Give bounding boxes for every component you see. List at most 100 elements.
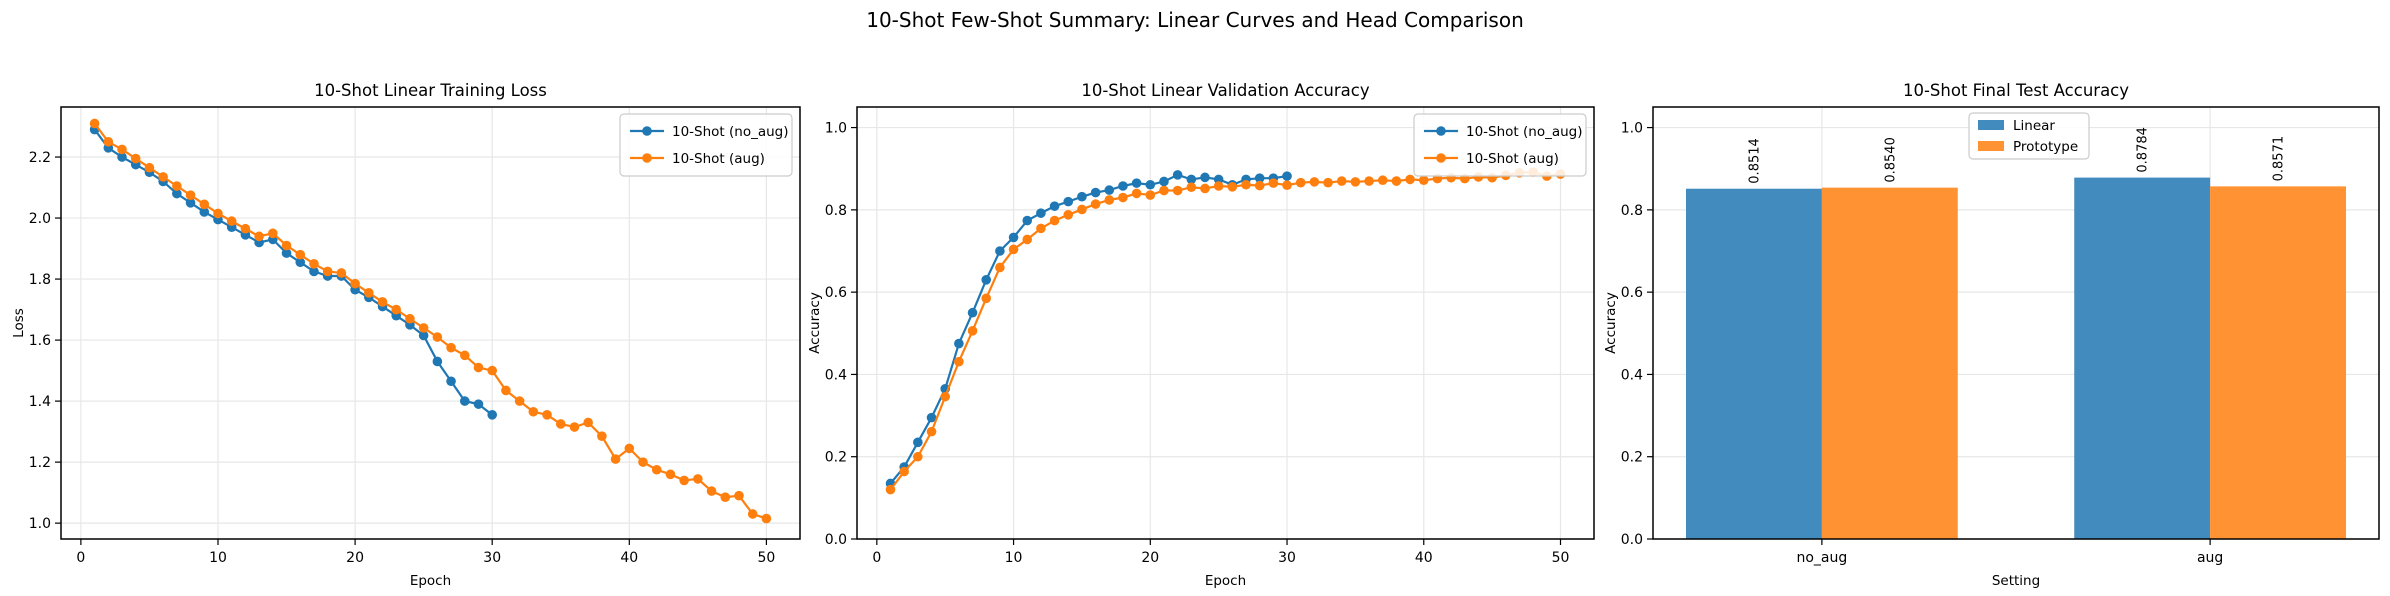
- data-point: [473, 399, 484, 409]
- data-point: [1159, 176, 1169, 187]
- axes-1: 0 10 20 30 40 50 1.0 1.2 1.4 1.6 1.8 2.0 2.2 10-Shot …: [11, 81, 801, 589]
- data-point: [103, 136, 114, 147]
- data-point: [926, 426, 937, 437]
- y-axis-label: Accuracy: [1603, 292, 1619, 354]
- data-point: [309, 259, 319, 269]
- x-tick-label: 50: [1552, 550, 1570, 566]
- y-tick-label: 0.8: [1621, 203, 1643, 219]
- y-tick-label: 1.0: [1621, 121, 1643, 137]
- data-point: [1145, 190, 1156, 200]
- y-tick-label: 0.2: [1621, 450, 1643, 466]
- data-point: [1186, 182, 1197, 193]
- data-point: [487, 365, 497, 376]
- y-tick-label: 1.2: [29, 455, 51, 471]
- data-point: [295, 249, 306, 260]
- data-point: [268, 228, 278, 239]
- data-point: [1350, 177, 1361, 187]
- x-tick-label: 10: [1005, 550, 1023, 566]
- data-point: [1227, 182, 1238, 192]
- data-point: [391, 304, 402, 315]
- data-point: [624, 443, 635, 454]
- x-tick-label: 20: [1141, 550, 1159, 566]
- y-axis-label: Loss: [11, 308, 27, 338]
- data-point: [1008, 232, 1019, 243]
- data-point: [899, 466, 909, 477]
- data-point: [720, 492, 731, 503]
- data-point: [995, 246, 1005, 256]
- axes-frame: [1652, 106, 2380, 540]
- y-tick-label: 1.8: [29, 272, 51, 288]
- y-tick-label: 0.4: [1621, 367, 1643, 383]
- axes-title: 10-Shot Linear Validation Accuracy: [1081, 81, 1370, 100]
- x-tick-label: 10: [209, 550, 227, 566]
- data-point: [254, 231, 264, 242]
- data-point: [1090, 187, 1101, 198]
- legend-box: [619, 113, 793, 177]
- y-tick-label: 1.6: [29, 333, 51, 349]
- data-point: [954, 338, 964, 349]
- legend-label: 10-Shot (aug): [1466, 151, 1559, 167]
- y-tick-label: 0.2: [825, 450, 847, 466]
- data-point: [555, 419, 566, 429]
- data-point: [1077, 191, 1087, 202]
- data-point: [213, 208, 223, 219]
- data-point: [638, 457, 648, 467]
- data-point: [981, 293, 992, 304]
- x-tick-label: 30: [483, 550, 501, 566]
- bar-value-label: 0.8571: [2272, 136, 2287, 182]
- data-point: [1077, 204, 1087, 215]
- y-tick-label: 0.4: [825, 367, 847, 383]
- data-point: [473, 362, 484, 373]
- x-tick-label: 20: [346, 550, 364, 566]
- data-point: [501, 385, 511, 396]
- data-point: [226, 216, 237, 226]
- bar-prototype-aug: [2210, 186, 2346, 540]
- y-tick-label: 1.0: [825, 121, 847, 137]
- legend: Linear Prototype: [1968, 112, 2090, 160]
- data-point: [569, 422, 580, 432]
- axes-frame: [856, 106, 1595, 540]
- data-point: [913, 437, 923, 448]
- bar-value-label: 0.8784: [2136, 127, 2151, 173]
- data-point: [1309, 177, 1320, 187]
- y-tick-label: 0.6: [825, 285, 847, 301]
- data-point: [1118, 181, 1128, 191]
- y-tick-label: 0.0: [1621, 532, 1643, 548]
- legend-marker: [642, 126, 652, 136]
- data-point: [514, 396, 525, 406]
- data-point: [459, 396, 470, 406]
- data-point: [1391, 176, 1402, 186]
- data-point: [1104, 195, 1115, 205]
- data-point: [706, 486, 717, 496]
- data-point: [350, 278, 360, 289]
- x-tick-label: 0: [872, 550, 881, 566]
- data-point: [117, 144, 127, 155]
- series-line: [889, 173, 1288, 485]
- data-point: [89, 118, 100, 129]
- data-point: [1282, 180, 1292, 190]
- data-point: [583, 417, 593, 428]
- data-point: [1036, 223, 1046, 234]
- data-point: [761, 513, 772, 524]
- data-point: [364, 287, 374, 298]
- data-point: [336, 268, 347, 278]
- data-point: [1254, 173, 1265, 183]
- legend-marker: [1436, 126, 1446, 136]
- data-point: [432, 356, 443, 367]
- data-point: [967, 307, 978, 318]
- x-tick-label: no_aug: [1796, 550, 1847, 566]
- legend-label: 10-Shot (no_aug): [1466, 124, 1583, 140]
- series-line: [93, 122, 767, 520]
- bar-prototype-no_aug: [1821, 187, 1958, 539]
- bar-value-label: 0.8540: [1883, 137, 1898, 183]
- data-point: [459, 350, 470, 361]
- data-point: [1323, 177, 1333, 188]
- data-point: [1008, 244, 1019, 255]
- x-tick-label: 40: [1415, 550, 1433, 566]
- data-point: [1282, 171, 1292, 181]
- data-point: [199, 199, 210, 210]
- data-point: [734, 490, 744, 501]
- data-point: [1336, 176, 1347, 186]
- data-point: [1295, 177, 1306, 188]
